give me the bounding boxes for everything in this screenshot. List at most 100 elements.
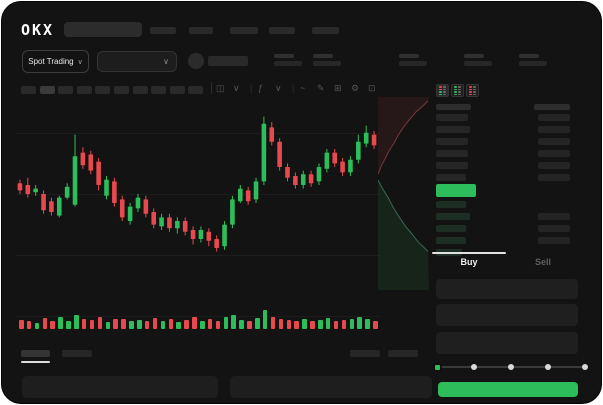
stat-value-placeholder bbox=[399, 61, 427, 66]
indicators-icon[interactable]: ƒ bbox=[258, 83, 264, 93]
volume-bar bbox=[365, 319, 370, 329]
volume-bar bbox=[50, 320, 55, 329]
last-price-bar[interactable] bbox=[436, 184, 476, 197]
volume-bar bbox=[184, 320, 189, 329]
timeframe-button[interactable] bbox=[95, 86, 111, 94]
stat-label-placeholder bbox=[399, 54, 419, 58]
slider-stop-dot[interactable] bbox=[545, 364, 551, 370]
timeframe-button[interactable] bbox=[132, 86, 148, 94]
bid-price-placeholder[interactable] bbox=[436, 201, 466, 208]
book-asks-icon[interactable] bbox=[466, 84, 479, 97]
ask-amount-placeholder[interactable] bbox=[538, 150, 570, 157]
tab-buy[interactable]: Buy bbox=[460, 257, 478, 267]
volume-bar bbox=[333, 321, 339, 329]
volume-bar bbox=[239, 320, 244, 329]
timeframe-button[interactable] bbox=[188, 86, 204, 94]
ask-price-placeholder[interactable] bbox=[436, 138, 468, 145]
order-form-field[interactable] bbox=[436, 304, 578, 326]
chevron-down-icon[interactable]: ∨ bbox=[233, 83, 240, 93]
volume-bar bbox=[318, 320, 323, 329]
line-tool-icon[interactable]: ~ bbox=[300, 83, 306, 93]
slider-handle[interactable] bbox=[432, 362, 442, 372]
stat-value-placeholder bbox=[519, 61, 547, 66]
nav-item-placeholder[interactable] bbox=[269, 27, 295, 34]
stat-label-placeholder bbox=[274, 54, 294, 58]
volume-bar bbox=[152, 318, 158, 329]
bid-price-placeholder[interactable] bbox=[436, 225, 466, 232]
slider-stop-dot[interactable] bbox=[471, 364, 477, 370]
candlestick-canvas[interactable] bbox=[16, 108, 378, 298]
ask-price-placeholder[interactable] bbox=[436, 174, 466, 181]
timeframe-button[interactable] bbox=[76, 86, 92, 94]
bid-amount-placeholder[interactable] bbox=[538, 213, 570, 220]
ask-amount-placeholder[interactable] bbox=[538, 174, 570, 181]
volume-bar bbox=[215, 321, 221, 329]
volume-bar bbox=[357, 317, 362, 329]
chevron-down-icon[interactable]: ∨ bbox=[275, 83, 282, 93]
volume-bar bbox=[113, 319, 118, 329]
ask-amount-placeholder[interactable] bbox=[538, 138, 570, 145]
volume-bar bbox=[160, 320, 166, 329]
bid-amount-placeholder[interactable] bbox=[538, 237, 570, 244]
bottom-tab-placeholder[interactable] bbox=[62, 350, 92, 357]
volume-bar bbox=[81, 319, 87, 329]
volume-bar bbox=[137, 319, 142, 329]
volume-bar bbox=[310, 321, 315, 329]
timeframe-button[interactable] bbox=[169, 86, 185, 94]
settings-icon[interactable]: ⚙ bbox=[351, 83, 360, 93]
volume-bar bbox=[19, 320, 24, 329]
screenshot-icon[interactable]: ⊞ bbox=[334, 83, 342, 93]
bottom-input-panel[interactable] bbox=[22, 376, 218, 398]
tab-sell[interactable]: Sell bbox=[534, 257, 551, 267]
bid-price-placeholder[interactable] bbox=[436, 213, 470, 220]
bid-price-placeholder[interactable] bbox=[436, 237, 466, 244]
bottom-input-panel[interactable] bbox=[230, 376, 432, 398]
ask-price-placeholder[interactable] bbox=[436, 150, 468, 157]
pair-selector[interactable]: ∨ bbox=[97, 51, 177, 72]
timeframe-button[interactable] bbox=[58, 86, 74, 94]
market-type-selector[interactable]: Spot Trading ∨ bbox=[22, 50, 89, 73]
volume-bar bbox=[168, 319, 174, 329]
volume-bar bbox=[231, 315, 236, 329]
stat-value-placeholder bbox=[313, 61, 341, 66]
bottom-action-placeholder[interactable] bbox=[350, 350, 380, 357]
nav-item-placeholder[interactable] bbox=[312, 27, 339, 34]
bottom-active-tab-indicator bbox=[21, 361, 50, 363]
nav-item-placeholder[interactable] bbox=[150, 27, 176, 34]
order-form-field[interactable] bbox=[436, 279, 578, 299]
coin-icon bbox=[188, 53, 204, 69]
volume-bar bbox=[223, 316, 229, 329]
ask-amount-placeholder[interactable] bbox=[538, 162, 570, 169]
candle-style-icon[interactable]: ◫ bbox=[216, 83, 225, 93]
book-all-icon[interactable] bbox=[436, 84, 449, 97]
timeframe-button[interactable] bbox=[151, 86, 167, 94]
order-form-field[interactable] bbox=[436, 332, 578, 354]
ask-amount-placeholder[interactable] bbox=[538, 114, 570, 121]
timeframe-button[interactable] bbox=[39, 86, 55, 94]
volume-bar bbox=[42, 318, 48, 329]
slider-stop-dot[interactable] bbox=[508, 364, 514, 370]
timeframe-button[interactable] bbox=[114, 86, 129, 94]
slider-stop-dot[interactable] bbox=[582, 364, 588, 370]
volume-bar bbox=[105, 321, 111, 329]
ask-price-placeholder[interactable] bbox=[436, 114, 468, 121]
buy-submit-button[interactable] bbox=[438, 382, 578, 397]
bottom-tab-placeholder[interactable] bbox=[21, 350, 50, 357]
nav-item-placeholder[interactable] bbox=[189, 27, 213, 34]
volume-bar bbox=[176, 321, 181, 329]
bid-amount-placeholder[interactable] bbox=[538, 225, 570, 232]
nav-item-placeholder[interactable] bbox=[230, 27, 258, 34]
fullscreen-icon[interactable]: ⊡ bbox=[368, 83, 376, 93]
volume-bar bbox=[66, 321, 71, 329]
volume-bar bbox=[270, 317, 276, 329]
ask-price-placeholder[interactable] bbox=[436, 162, 468, 169]
volume-bar bbox=[207, 319, 213, 329]
timeframe-button[interactable] bbox=[21, 86, 36, 94]
volume-bar bbox=[192, 317, 197, 329]
search-input[interactable] bbox=[64, 22, 142, 37]
ask-amount-placeholder[interactable] bbox=[538, 126, 570, 133]
draw-tool-icon[interactable]: ✎ bbox=[317, 83, 325, 93]
book-bids-icon[interactable] bbox=[451, 84, 464, 97]
ask-price-placeholder[interactable] bbox=[436, 126, 470, 133]
bottom-action-placeholder[interactable] bbox=[388, 350, 418, 357]
